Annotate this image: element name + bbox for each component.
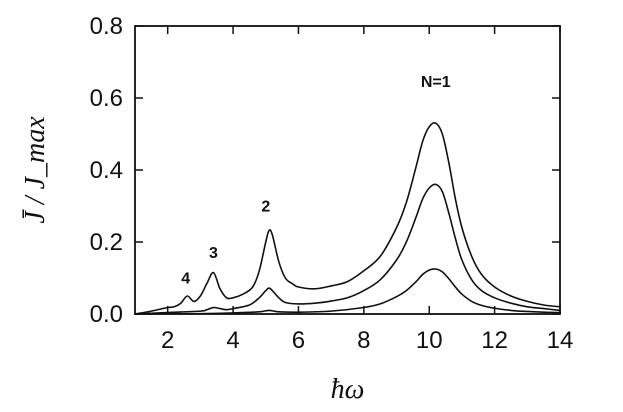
y-tick-label: 0.4 [90, 157, 123, 184]
series-line-2 [134, 183, 561, 315]
x-tick-label: 4 [226, 327, 239, 354]
x-tick-label: 2 [161, 327, 174, 354]
x-tick-label: 14 [547, 327, 574, 354]
plot-frame [134, 25, 561, 315]
y-tick-label: 0.6 [90, 85, 123, 112]
y-axis-label: J̄ / J_max [20, 116, 51, 224]
peak-annotation: 4 [181, 270, 190, 287]
axes-layer [134, 25, 561, 315]
peak-annotation: N=1 [421, 74, 451, 91]
x-tick-label: 6 [292, 327, 305, 354]
y-tick-label: 0.0 [90, 301, 123, 328]
series-line-1 [134, 122, 561, 315]
x-axis-label: ħω [331, 374, 365, 405]
y-tick-label: 0.2 [90, 229, 123, 256]
y-tick-label: 0.8 [90, 13, 123, 40]
annotation-layer: N=1 2 3 4 [181, 74, 451, 287]
series-layer [134, 122, 561, 315]
peak-annotation: 2 [261, 198, 270, 215]
ticks-layer [135, 25, 561, 315]
x-tick-label: 8 [357, 327, 370, 354]
x-tick-label: 12 [481, 327, 508, 354]
series-line-3 [134, 268, 561, 315]
peak-annotation: 3 [209, 245, 218, 262]
labels-layer: 2 4 6 8 10 12 14 0.0 0.2 0.4 0.6 0.8 ħω J̄ / J_max [20, 13, 573, 405]
x-tick-label: 10 [416, 327, 443, 354]
